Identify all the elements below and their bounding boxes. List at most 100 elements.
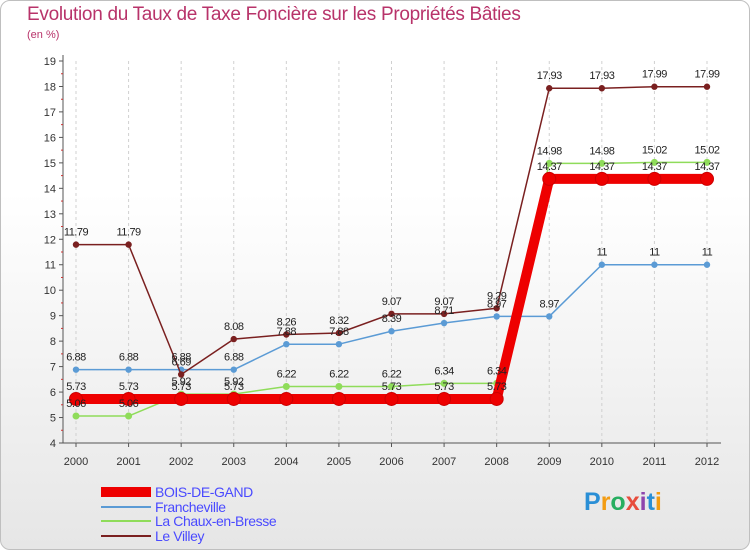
legend-swatch: [101, 534, 151, 537]
series-point-3: [598, 85, 606, 92]
data-label: 9.07: [434, 296, 454, 308]
data-label: 8.08: [224, 321, 244, 333]
brand-letter: r: [600, 488, 611, 516]
data-label: 5.73: [382, 381, 402, 393]
series-point-2: [598, 159, 606, 167]
series-point-1: [493, 313, 500, 320]
series-point-2: [650, 158, 658, 166]
data-label: 9.29: [487, 290, 507, 302]
series-point-0: [437, 391, 452, 406]
series-point-1: [72, 366, 80, 373]
brand-letter: i: [654, 488, 662, 516]
data-label: 8.26: [277, 317, 297, 329]
data-label: 17.93: [589, 70, 614, 82]
data-label: 14.37: [537, 161, 562, 173]
data-label: 8.32: [329, 315, 349, 327]
data-label: 5.06: [119, 398, 139, 410]
brand-letter: x: [625, 488, 640, 516]
data-label: 5.06: [66, 398, 86, 410]
data-label: 14.37: [589, 161, 614, 173]
series-point-2: [703, 158, 711, 166]
x-tick-label: 2008: [484, 456, 508, 468]
series-point-2: [440, 379, 448, 387]
y-tick-label: 15: [44, 158, 56, 170]
y-tick-label: 10: [44, 285, 56, 297]
series-point-3: [125, 241, 132, 248]
series-point-0: [174, 391, 189, 406]
series-point-1: [388, 328, 395, 335]
data-label: 6.88: [119, 352, 139, 364]
series-point-3: [283, 331, 290, 338]
data-label: 7.88: [329, 326, 349, 338]
y-tick-label: 7: [50, 362, 56, 374]
data-label: 6.88: [66, 352, 86, 364]
series-point-1: [651, 261, 658, 268]
y-tick-label: 13: [44, 209, 56, 221]
y-tick-label: 18: [44, 81, 56, 93]
series-point-1: [230, 366, 237, 373]
x-tick-label: 2004: [274, 456, 298, 468]
data-label: 6.34: [487, 365, 507, 377]
series-point-3: [177, 371, 185, 378]
series-point-2: [72, 412, 80, 420]
data-label: 11.79: [116, 227, 141, 239]
series-point-0: [384, 391, 399, 406]
series-point-0: [700, 171, 714, 186]
series-point-2: [388, 382, 395, 390]
series-point-3: [388, 310, 395, 318]
data-label: 17.99: [694, 69, 719, 81]
data-label: 15.02: [694, 144, 719, 156]
data-label: 5.73: [224, 381, 244, 393]
series-point-1: [546, 313, 553, 320]
data-label: 5.73: [487, 381, 507, 393]
y-tick-label: 8: [50, 336, 56, 348]
series-point-0: [69, 391, 83, 406]
legend-swatch: [101, 505, 151, 508]
series-point-3: [651, 83, 658, 90]
data-label: 5.73: [171, 381, 191, 393]
y-axis-unit: (en %): [27, 29, 60, 41]
data-label: 8.97: [487, 298, 507, 310]
series-point-0: [226, 391, 241, 406]
data-label: 17.93: [537, 70, 562, 82]
data-label: 5.92: [224, 376, 244, 388]
brand-letter: o: [610, 488, 626, 516]
series-point-3: [230, 335, 237, 343]
x-tick-label: 2003: [222, 456, 246, 468]
data-label: 11: [702, 247, 713, 259]
data-label: 7.88: [277, 326, 297, 338]
x-tick-label: 2009: [537, 456, 561, 468]
y-tick-label: 6: [50, 387, 56, 399]
data-label: 14.37: [694, 161, 719, 173]
data-label: 15.02: [642, 144, 667, 156]
series-point-0: [594, 171, 609, 186]
y-tick-label: 11: [45, 260, 56, 272]
y-tick-label: 19: [44, 56, 56, 68]
x-tick-label: 2010: [590, 456, 614, 468]
brand-logo: Proxiti: [584, 488, 662, 517]
brand-letter: P: [584, 488, 601, 516]
x-tick-label: 2012: [695, 456, 719, 468]
series-point-1: [283, 340, 290, 348]
series-point-0: [489, 391, 504, 406]
legend-label: La Chaux-en-Bresse: [155, 513, 277, 529]
series-point-3: [72, 241, 80, 248]
series-point-3: [335, 329, 343, 337]
data-label: 8.97: [540, 298, 560, 310]
series-point-1: [703, 261, 711, 268]
y-tick-label: 17: [44, 107, 56, 119]
series-point-0: [331, 391, 346, 406]
x-tick-label: 2007: [432, 456, 456, 468]
series-point-2: [335, 382, 343, 390]
legend-swatch: [101, 520, 151, 522]
x-tick-label: 2011: [643, 456, 667, 468]
data-label: 14.37: [642, 161, 667, 173]
x-tick-label: 2005: [327, 456, 351, 468]
legend-label: Francheville: [155, 498, 226, 515]
series-point-0: [647, 171, 662, 186]
data-label: 17.99: [642, 69, 667, 81]
legend-label: Le Villey: [155, 527, 205, 544]
chart-title: Evolution du Taux de Taxe Foncière sur l…: [27, 4, 521, 25]
data-label: 8.39: [382, 313, 402, 325]
